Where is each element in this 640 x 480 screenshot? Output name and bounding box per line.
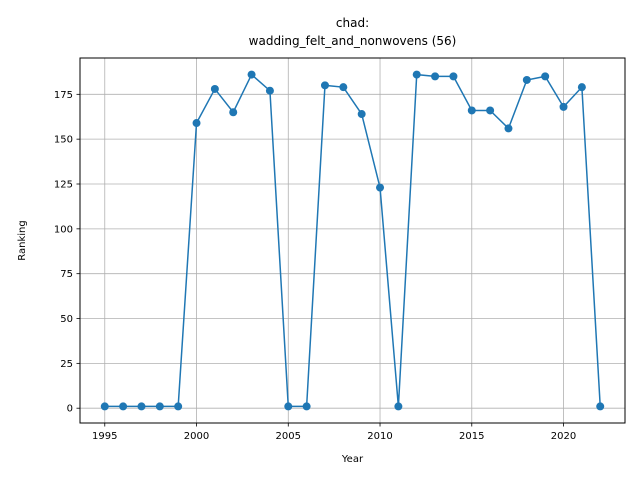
series-line (104, 73, 601, 408)
data-point (504, 124, 513, 133)
x-tick-label: 2000 (184, 431, 209, 442)
data-point (394, 402, 403, 411)
y-axis-ticks: 0 25 50 75 100 125 150 175 (54, 90, 80, 415)
data-point (449, 72, 458, 81)
data-point (247, 70, 256, 79)
data-point (100, 402, 109, 411)
x-axis-label: Year (341, 454, 364, 465)
chart-title-line2: wadding_felt_and_nonwovens (56) (249, 34, 457, 48)
y-tick-label: 75 (60, 269, 73, 280)
x-tick-label: 2015 (459, 431, 484, 442)
data-point (577, 83, 586, 92)
y-tick-label: 100 (54, 224, 73, 235)
data-point (541, 72, 550, 81)
y-tick-label: 50 (60, 314, 73, 325)
y-tick-label: 0 (67, 404, 73, 415)
y-axis-label: Ranking (17, 220, 28, 260)
data-point (155, 402, 164, 411)
ranking-line (104, 73, 601, 408)
x-tick-label: 2005 (276, 431, 301, 442)
data-point (431, 72, 440, 81)
y-tick-label: 175 (54, 90, 73, 101)
data-point (376, 183, 385, 192)
data-point (265, 86, 274, 95)
data-point (229, 108, 238, 117)
y-tick-label: 25 (60, 359, 73, 370)
data-point (119, 402, 128, 411)
data-point (302, 402, 311, 411)
data-point (137, 402, 146, 411)
series-points (100, 70, 605, 411)
data-point (210, 84, 219, 93)
data-point (174, 402, 183, 411)
x-tick-label: 1995 (92, 431, 117, 442)
x-tick-label: 2020 (551, 431, 576, 442)
data-point (320, 81, 329, 90)
data-point (412, 70, 421, 79)
grid (80, 58, 625, 423)
y-tick-label: 125 (54, 180, 73, 191)
data-point (339, 83, 348, 92)
data-point (486, 106, 495, 115)
y-tick-label: 150 (54, 135, 73, 146)
data-point (357, 110, 366, 119)
x-tick-label: 2010 (367, 431, 392, 442)
chart-title-line1: chad: (336, 16, 369, 30)
data-point (192, 119, 201, 128)
data-point (284, 402, 293, 411)
data-point (596, 402, 605, 411)
data-point (559, 102, 568, 111)
plot-frame (79, 57, 626, 424)
x-axis-ticks: 1995 2000 2005 2010 2015 2020 (92, 423, 576, 442)
data-point (467, 106, 476, 115)
data-point (522, 75, 531, 84)
